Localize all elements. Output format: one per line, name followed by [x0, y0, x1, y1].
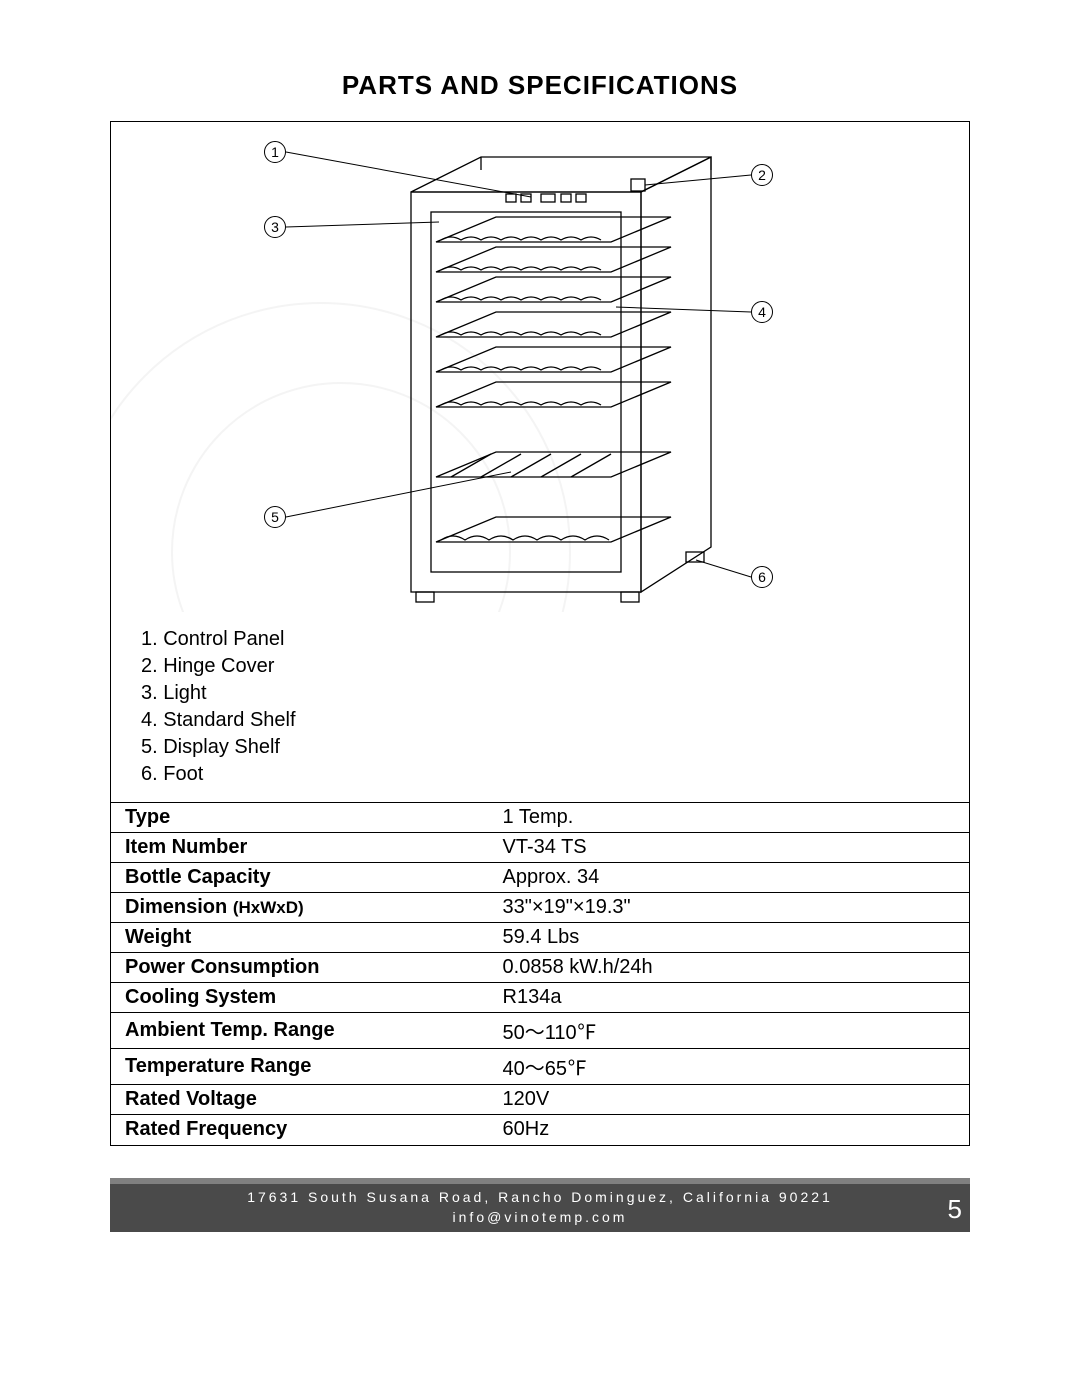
table-row: Type1 Temp. — [111, 803, 969, 833]
list-item: 6. Foot — [141, 761, 945, 788]
list-item: 3. Light — [141, 680, 945, 707]
spec-value: R134a — [489, 983, 969, 1013]
table-row: Rated Frequency60Hz — [111, 1115, 969, 1145]
callout-1: 1 — [264, 141, 286, 163]
table-row: Ambient Temp. Range50～110℉ — [111, 1013, 969, 1049]
list-item: 2. Hinge Cover — [141, 653, 945, 680]
table-row: Cooling SystemR134a — [111, 983, 969, 1013]
table-row: Item NumberVT-34 TS — [111, 833, 969, 863]
spec-value: 0.0858 kW.h/24h — [489, 953, 969, 983]
spec-label: Item Number — [111, 833, 489, 863]
spec-label: Type — [111, 803, 489, 833]
table-row: Rated Voltage120V — [111, 1085, 969, 1115]
spec-value: 1 Temp. — [489, 803, 969, 833]
table-row: Temperature Range40～65℉ — [111, 1049, 969, 1085]
footer: 17631 South Susana Road, Rancho Domingue… — [110, 1178, 970, 1232]
table-row: Weight59.4 Lbs — [111, 923, 969, 953]
diagram-area: 1 2 3 4 5 6 — [111, 122, 969, 612]
callout-5: 5 — [264, 506, 286, 528]
callout-6: 6 — [751, 566, 773, 588]
callout-3: 3 — [264, 216, 286, 238]
parts-list: 1. Control Panel2. Hinge Cover3. Light4.… — [111, 612, 969, 802]
list-item: 1. Control Panel — [141, 626, 945, 653]
spec-table: Type1 Temp. Item NumberVT-34 TS Bottle C… — [111, 802, 969, 1145]
spec-label: Weight — [111, 923, 489, 953]
spec-label: Ambient Temp. Range — [111, 1013, 489, 1049]
content-box: 1 2 3 4 5 6 1. Control Panel2. Hinge Cov… — [110, 121, 970, 1146]
list-item: 5. Display Shelf — [141, 734, 945, 761]
spec-value: VT-34 TS — [489, 833, 969, 863]
spec-label: Cooling System — [111, 983, 489, 1013]
page: PARTS AND SPECIFICATIONS — [0, 0, 1080, 1397]
spec-value: 40～65℉ — [489, 1049, 969, 1085]
spec-value: 60Hz — [489, 1115, 969, 1145]
spec-label: Rated Voltage — [111, 1085, 489, 1115]
page-title: PARTS AND SPECIFICATIONS — [110, 70, 970, 101]
footer-address: 17631 South Susana Road, Rancho Domingue… — [247, 1188, 833, 1208]
callout-4: 4 — [751, 301, 773, 323]
callout-2: 2 — [751, 164, 773, 186]
spec-label: Temperature Range — [111, 1049, 489, 1085]
list-item: 4. Standard Shelf — [141, 707, 945, 734]
spec-value: 33"×19"×19.3" — [489, 893, 969, 923]
spec-label: Power Consumption — [111, 953, 489, 983]
spec-value: 50～110℉ — [489, 1013, 969, 1049]
footer-email: info@vinotemp.com — [247, 1208, 833, 1228]
spec-value: 59.4 Lbs — [489, 923, 969, 953]
spec-label: Bottle Capacity — [111, 863, 489, 893]
spec-value: Approx. 34 — [489, 863, 969, 893]
table-row: Bottle CapacityApprox. 34 — [111, 863, 969, 893]
table-row: Power Consumption0.0858 kW.h/24h — [111, 953, 969, 983]
spec-label: Rated Frequency — [111, 1115, 489, 1145]
table-row: Dimension (HxWxD)33"×19"×19.3" — [111, 893, 969, 923]
spec-label: Dimension (HxWxD) — [111, 893, 489, 923]
spec-value: 120V — [489, 1085, 969, 1115]
page-number: 5 — [948, 1194, 962, 1225]
cabinet-diagram — [111, 122, 969, 612]
